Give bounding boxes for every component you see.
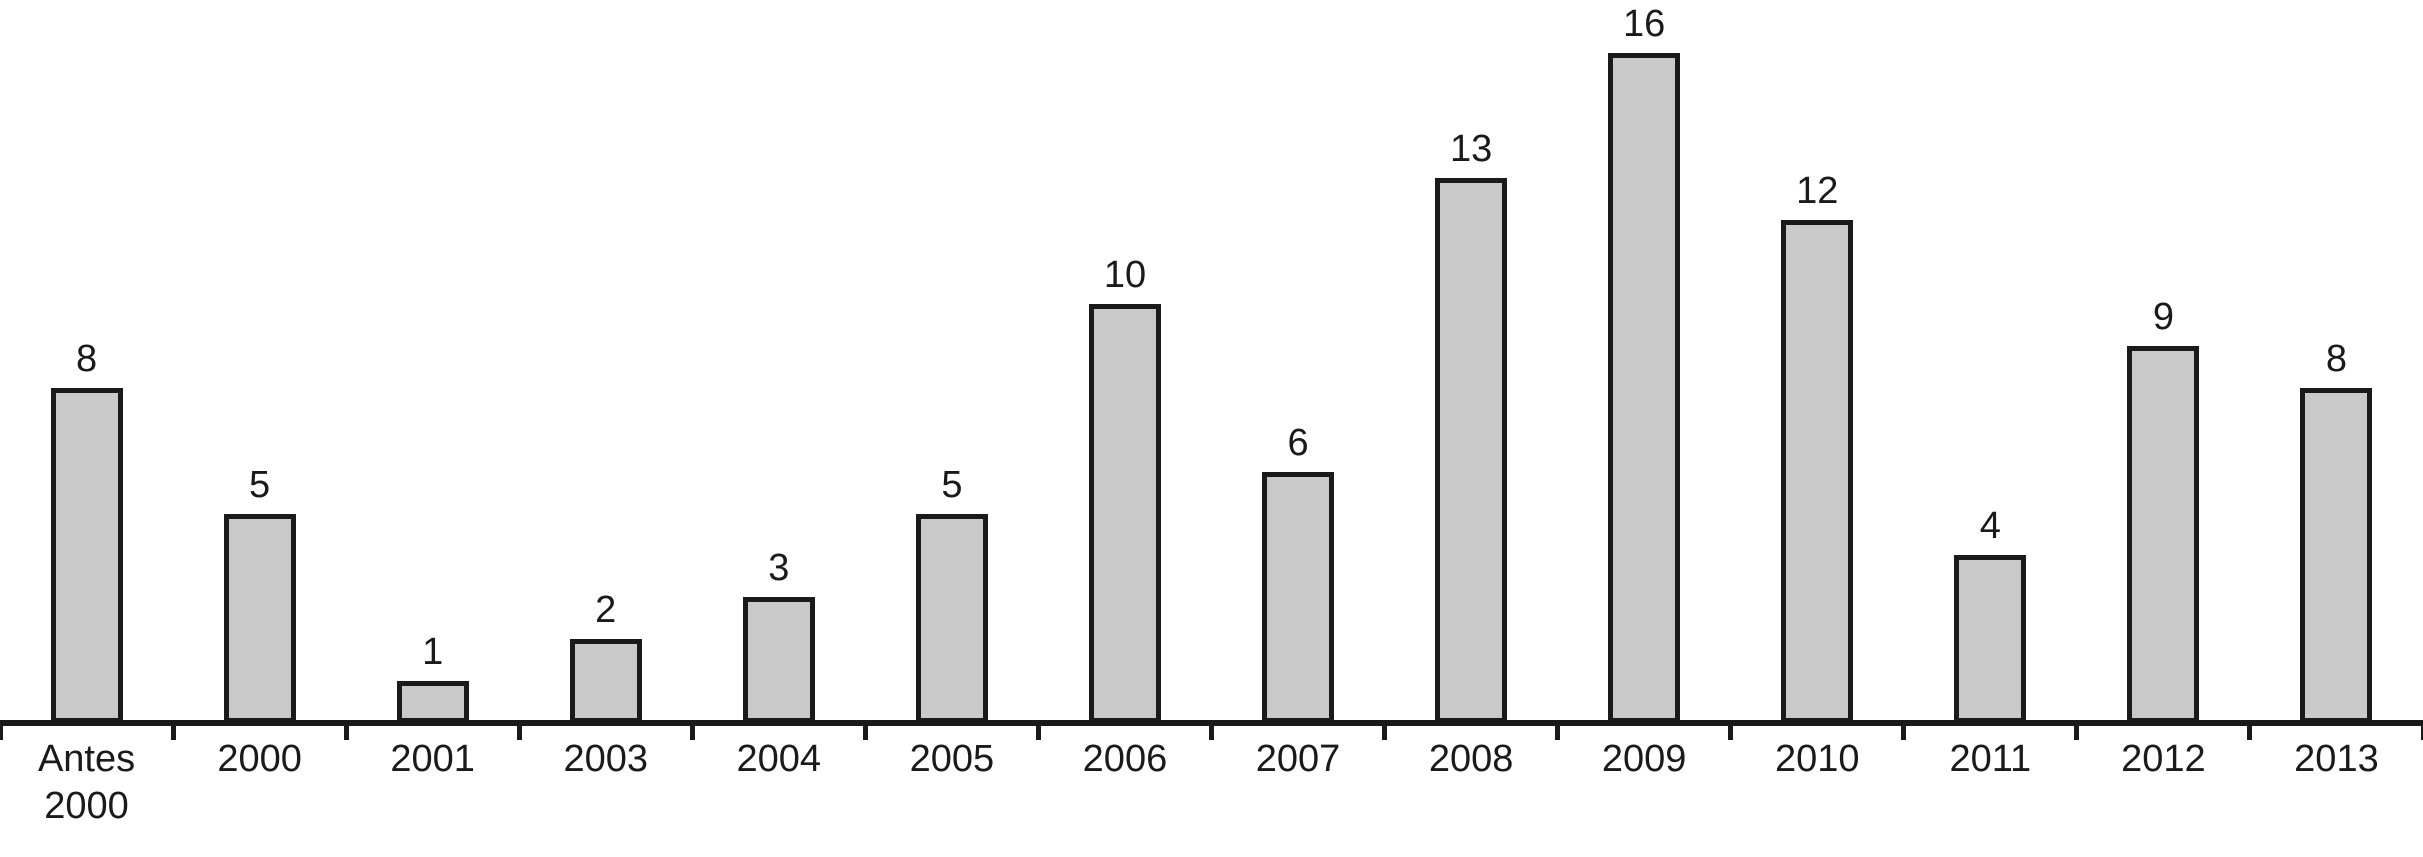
bar xyxy=(1608,52,1681,723)
x-axis-tick xyxy=(689,722,695,740)
bar-value-label: 3 xyxy=(768,547,790,590)
x-axis-category-label: 2012 xyxy=(2121,738,2206,780)
x-axis-tick xyxy=(862,722,868,740)
bar-value-label: 6 xyxy=(1287,421,1309,464)
bar xyxy=(2300,387,2373,723)
x-axis-category-label: 2005 xyxy=(909,738,995,780)
x-axis-category-label: 2010 xyxy=(1774,738,1860,780)
x-axis-tick xyxy=(516,722,522,740)
x-axis-category-label: 2007 xyxy=(1255,738,1341,780)
bar-value-label: 13 xyxy=(1449,128,1493,171)
bar xyxy=(223,513,296,723)
x-axis-tick xyxy=(2420,722,2423,740)
x-axis-tick xyxy=(343,722,349,740)
x-axis-tick xyxy=(1728,722,1734,740)
x-axis-category-label: 2004 xyxy=(736,738,822,780)
bar xyxy=(1954,555,2027,723)
x-axis-category-label: 2001 xyxy=(390,738,475,780)
bar xyxy=(50,387,123,723)
bar xyxy=(396,681,469,723)
bar-value-label: 16 xyxy=(1623,2,1666,45)
x-axis-category-label: 2000 xyxy=(217,738,302,780)
x-axis-tick xyxy=(1382,722,1388,740)
bar xyxy=(569,639,642,723)
bar-value-label: 12 xyxy=(1796,170,1839,213)
x-axis-tick xyxy=(1901,722,1907,740)
bar-value-label: 9 xyxy=(2152,295,2174,338)
bar-value-label: 10 xyxy=(1103,254,1147,296)
x-axis-category-label: 2006 xyxy=(1082,738,1168,780)
bar xyxy=(1262,471,1335,723)
bar-value-label: 5 xyxy=(249,463,271,506)
x-axis-tick xyxy=(2247,722,2253,740)
bar xyxy=(1781,220,1854,723)
x-axis-category-label: 2011 xyxy=(1949,738,2032,780)
bar-value-label: 1 xyxy=(422,631,444,674)
x-axis-tick xyxy=(1555,722,1561,740)
x-axis-category-label: 2009 xyxy=(1601,738,1687,780)
bar xyxy=(915,513,988,723)
bar xyxy=(2127,345,2200,723)
x-axis-tick xyxy=(170,722,176,740)
x-axis-category-label: 2008 xyxy=(1428,738,1514,780)
x-axis-tick xyxy=(2074,722,2080,740)
x-axis-tick xyxy=(1035,722,1041,740)
bar-value-label: 8 xyxy=(75,337,98,380)
bar xyxy=(1088,304,1161,723)
bar-value-label: 2 xyxy=(595,589,617,632)
x-axis-tick xyxy=(1209,722,1214,740)
x-axis-category-label: 2003 xyxy=(563,738,648,780)
bar-value-label: 8 xyxy=(2325,337,2348,380)
bar xyxy=(742,597,815,723)
bar-value-label: 5 xyxy=(941,463,963,506)
bar xyxy=(1435,178,1508,723)
bar-value-label: 4 xyxy=(1979,505,2001,548)
x-axis-tick xyxy=(0,722,3,740)
x-axis-category-label: 2013 xyxy=(2294,738,2379,780)
x-axis-category-label: Antes 2000 xyxy=(37,738,136,827)
